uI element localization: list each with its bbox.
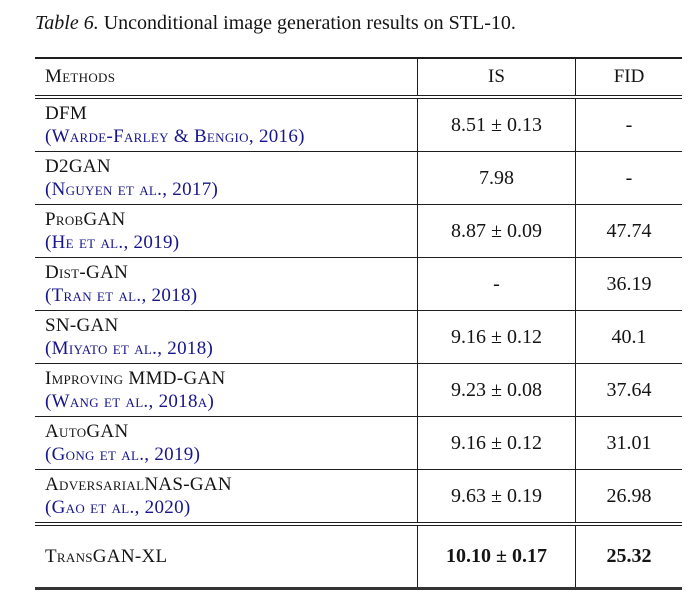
citation-link[interactable]: (Nguyen et al., 2017) <box>45 179 219 200</box>
table-row: D2GAN (Nguyen et al., 2017) 7.98 - <box>35 151 682 204</box>
is-value: 9.63 ± 0.19 <box>417 470 575 522</box>
table-row: ProbGAN (He et al., 2019) 8.87 ± 0.09 47… <box>35 204 682 257</box>
citation-link[interactable]: (He et al., 2019) <box>45 232 180 253</box>
fid-value: 25.32 <box>575 526 682 587</box>
is-value: 8.87 ± 0.09 <box>417 205 575 257</box>
method-name: AdversarialNAS-GAN <box>45 474 232 495</box>
fid-value: 36.19 <box>575 258 682 310</box>
fid-value: 37.64 <box>575 364 682 416</box>
table-header-row: Methods IS FID <box>35 59 682 95</box>
table-row: AutoGAN (Gong et al., 2019) 9.16 ± 0.12 … <box>35 416 682 469</box>
method-name: AutoGAN <box>45 421 129 442</box>
method-name: D2GAN <box>45 156 111 177</box>
citation-link[interactable]: (Gao et al., 2020) <box>45 497 191 518</box>
table-row: Dist-GAN (Tran et al., 2018) - 36.19 <box>35 257 682 310</box>
table-caption: Table 6. Unconditional image generation … <box>35 12 516 35</box>
table-footer-row: TransGAN-XL 10.10 ± 0.17 25.32 <box>35 526 682 587</box>
fid-value: 26.98 <box>575 470 682 522</box>
method-name: TransGAN-XL <box>45 546 168 567</box>
fid-value: - <box>575 152 682 204</box>
results-table: Methods IS FID DFM (Warde-Farley & Bengi… <box>35 57 682 590</box>
citation-link[interactable]: (Wang et al., 2018a) <box>45 391 215 412</box>
method-name: DFM <box>45 103 88 124</box>
is-value: 9.16 ± 0.12 <box>417 311 575 363</box>
citation-link[interactable]: (Warde-Farley & Bengio, 2016) <box>45 126 305 147</box>
column-header-methods: Methods <box>45 66 116 87</box>
footer-separator-double-rule <box>35 522 682 526</box>
citation-link[interactable]: (Gong et al., 2019) <box>45 444 201 465</box>
table-row: Improving MMD-GAN (Wang et al., 2018a) 9… <box>35 363 682 416</box>
method-name: ProbGAN <box>45 209 126 230</box>
is-value: 9.23 ± 0.08 <box>417 364 575 416</box>
method-name: SN-GAN <box>45 315 119 336</box>
table-row: SN-GAN (Miyato et al., 2018) 9.16 ± 0.12… <box>35 310 682 363</box>
is-value: 8.51 ± 0.13 <box>417 99 575 151</box>
table-caption-text: Unconditional image generation results o… <box>103 12 516 34</box>
method-name: Dist-GAN <box>45 262 129 283</box>
column-header-is: IS <box>417 59 575 95</box>
table-caption-label: Table 6. <box>35 12 99 34</box>
table-row: DFM (Warde-Farley & Bengio, 2016) 8.51 ±… <box>35 99 682 151</box>
fid-value: 47.74 <box>575 205 682 257</box>
citation-link[interactable]: (Miyato et al., 2018) <box>45 338 214 359</box>
table-row: AdversarialNAS-GAN (Gao et al., 2020) 9.… <box>35 469 682 522</box>
method-name: Improving MMD-GAN <box>45 368 226 389</box>
fid-value: 40.1 <box>575 311 682 363</box>
column-header-fid: FID <box>575 59 682 95</box>
is-value: 9.16 ± 0.12 <box>417 417 575 469</box>
is-value: 7.98 <box>417 152 575 204</box>
citation-link[interactable]: (Tran et al., 2018) <box>45 285 198 306</box>
is-value: - <box>417 258 575 310</box>
header-separator-double-rule <box>35 95 682 99</box>
is-value: 10.10 ± 0.17 <box>417 526 575 587</box>
table-bottom-rule <box>35 587 682 590</box>
fid-value: - <box>575 99 682 151</box>
table-body: DFM (Warde-Farley & Bengio, 2016) 8.51 ±… <box>35 99 682 522</box>
fid-value: 31.01 <box>575 417 682 469</box>
table-top-rule <box>35 57 682 59</box>
